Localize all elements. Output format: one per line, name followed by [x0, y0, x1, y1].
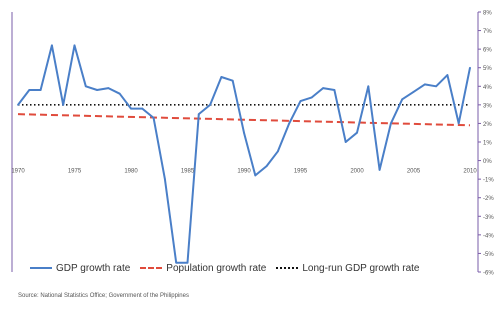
x-tick-label: 1995 — [294, 169, 308, 175]
y-tick-label: -5% — [483, 252, 494, 258]
gdp-data-point — [401, 98, 404, 101]
gdp-data-point — [367, 85, 370, 88]
gdp-data-point — [197, 113, 200, 116]
legend-swatch-longrun — [276, 267, 299, 269]
gdp-data-point — [412, 90, 415, 93]
gdp-data-point — [39, 89, 42, 91]
gdp-data-point — [390, 122, 392, 125]
y-tick-label: -1% — [483, 178, 494, 184]
ticks-layer: -6% -5% -4% -3% -2% -1% 0% 1% 2% 3% 4% 5% 6% 7% 8% 1970… — [11, 11, 494, 277]
legend-item-longrun: Long-run GDP growth rate — [276, 263, 419, 274]
y-tick-label: 2% — [483, 122, 492, 128]
x-tick-label: 2010 — [463, 169, 477, 175]
gdp-data-point — [446, 74, 449, 77]
y-tick-label: 4% — [483, 85, 492, 91]
gdp-data-point — [51, 44, 53, 47]
gdp-data-point — [322, 87, 324, 90]
gdp-data-point — [435, 85, 437, 88]
series-population-line — [17, 113, 471, 127]
series-gdp-line — [17, 44, 471, 264]
x-tick-label: 1985 — [181, 169, 195, 175]
gdp-data-point — [356, 131, 358, 134]
legend-swatch-population — [140, 267, 163, 269]
gdp-data-point — [186, 261, 189, 264]
y-tick-label: -6% — [483, 271, 494, 277]
gdp-data-point — [378, 168, 381, 171]
legend-swatch-gdp — [30, 267, 52, 269]
y-tick-label: 1% — [483, 141, 492, 147]
gdp-data-point — [17, 103, 19, 106]
gdp-data-point — [344, 141, 347, 143]
gdp-data-point — [175, 261, 178, 264]
gdp-data-point — [277, 150, 279, 153]
gdp-data-point — [73, 44, 76, 47]
x-tick-label: 1980 — [124, 169, 138, 175]
gdp-data-point — [118, 92, 121, 95]
series-layer — [17, 44, 471, 264]
axes — [11, 12, 479, 272]
x-tick-label: 1990 — [237, 169, 251, 175]
y-tick-label: -3% — [483, 215, 494, 221]
gdp-data-point — [288, 122, 291, 125]
y-tick-label: 6% — [483, 48, 492, 54]
y-tick-label: 3% — [483, 103, 492, 109]
gdp-data-point — [254, 174, 257, 177]
source-note: Source: National Statistics Office; Gove… — [18, 293, 189, 299]
x-tick-label: 2005 — [407, 169, 421, 175]
y-tick-label: -2% — [483, 196, 494, 202]
legend-label-longrun: Long-run GDP growth rate — [302, 262, 420, 274]
gdp-data-point — [220, 76, 223, 78]
legend: GDP growth rate Population growth rate L… — [30, 260, 490, 276]
gdp-data-point — [141, 107, 144, 110]
gdp-data-point — [107, 87, 110, 90]
legend-label-gdp: GDP growth rate — [56, 262, 131, 274]
y-tick-label: 7% — [483, 29, 492, 35]
y-tick-label: 5% — [483, 66, 492, 72]
legend-item-population: Population growth rate — [140, 263, 266, 274]
gdp-data-point — [209, 103, 212, 106]
legend-label-population: Population growth rate — [166, 262, 267, 274]
gdp-data-point — [299, 100, 302, 103]
gdp-data-point — [423, 83, 426, 86]
gdp-data-point — [469, 66, 471, 69]
gdp-data-point — [164, 178, 166, 181]
gdp-data-point — [62, 103, 65, 106]
y-tick-label: 8% — [483, 11, 492, 17]
gdp-data-point — [96, 89, 98, 91]
y-tick-label: -4% — [483, 233, 494, 239]
gdp-data-point — [130, 107, 132, 110]
gdp-data-point — [28, 89, 31, 91]
gdp-data-point — [152, 116, 155, 119]
x-tick-label: 2000 — [350, 169, 364, 175]
gdp-data-point — [243, 131, 245, 134]
gdp-data-point — [265, 165, 268, 168]
gdp-data-point — [333, 89, 336, 91]
gdp-data-point — [231, 79, 234, 82]
x-tick-label: 1970 — [11, 169, 25, 175]
x-tick-label: 1975 — [68, 169, 82, 175]
gdp-data-point — [84, 85, 87, 88]
gdp-data-point — [310, 96, 313, 99]
gdp-data-point — [457, 122, 460, 125]
legend-item-gdp: GDP growth rate — [30, 263, 130, 274]
y-tick-label: 0% — [483, 159, 492, 165]
